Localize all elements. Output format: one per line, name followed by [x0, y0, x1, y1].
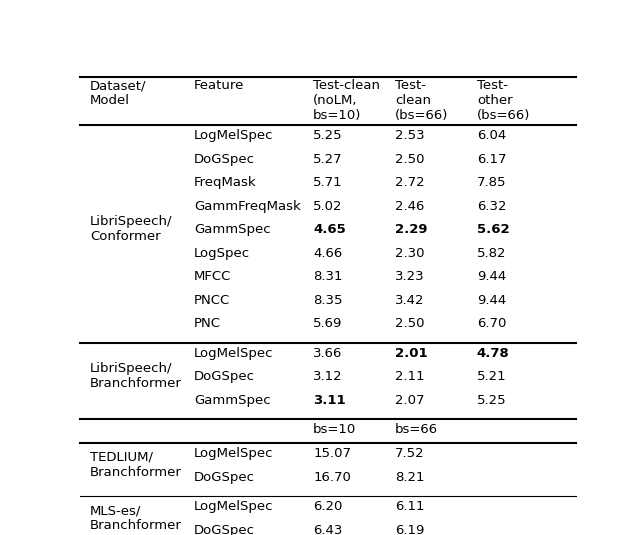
- Text: 5.02: 5.02: [313, 200, 342, 213]
- Text: DoGSpec: DoGSpec: [194, 153, 255, 166]
- Text: bs=10: bs=10: [313, 423, 356, 437]
- Text: GammSpec: GammSpec: [194, 394, 271, 407]
- Text: DoGSpec: DoGSpec: [194, 524, 255, 535]
- Text: 5.69: 5.69: [313, 317, 342, 330]
- Text: 2.72: 2.72: [395, 176, 424, 189]
- Text: 16.70: 16.70: [313, 471, 351, 484]
- Text: 5.82: 5.82: [477, 247, 506, 259]
- Text: 15.07: 15.07: [313, 447, 351, 460]
- Text: 2.53: 2.53: [395, 129, 424, 142]
- Text: bs=66: bs=66: [395, 423, 438, 437]
- Text: LogSpec: LogSpec: [194, 247, 250, 259]
- Text: 5.27: 5.27: [313, 153, 343, 166]
- Text: 6.11: 6.11: [395, 500, 424, 514]
- Text: 8.21: 8.21: [395, 471, 424, 484]
- Text: 4.78: 4.78: [477, 347, 509, 360]
- Text: PNC: PNC: [194, 317, 221, 330]
- Text: LogMelSpec: LogMelSpec: [194, 347, 273, 360]
- Text: Test-
other
(bs=66): Test- other (bs=66): [477, 79, 530, 122]
- Text: 2.07: 2.07: [395, 394, 424, 407]
- Text: 2.01: 2.01: [395, 347, 428, 360]
- Text: FreqMask: FreqMask: [194, 176, 257, 189]
- Text: DoGSpec: DoGSpec: [194, 370, 255, 383]
- Text: 2.11: 2.11: [395, 370, 424, 383]
- Text: 9.44: 9.44: [477, 270, 506, 283]
- Text: 3.11: 3.11: [313, 394, 346, 407]
- Text: 6.17: 6.17: [477, 153, 506, 166]
- Text: 8.31: 8.31: [313, 270, 342, 283]
- Text: 6.19: 6.19: [395, 524, 424, 535]
- Text: 6.20: 6.20: [313, 500, 342, 514]
- Text: 7.52: 7.52: [395, 447, 424, 460]
- Text: 4.66: 4.66: [313, 247, 342, 259]
- Text: 5.62: 5.62: [477, 223, 509, 236]
- Text: 6.32: 6.32: [477, 200, 506, 213]
- Text: 3.23: 3.23: [395, 270, 424, 283]
- Text: 3.42: 3.42: [395, 294, 424, 307]
- Text: DoGSpec: DoGSpec: [194, 471, 255, 484]
- Text: 8.35: 8.35: [313, 294, 342, 307]
- Text: PNCC: PNCC: [194, 294, 230, 307]
- Text: TEDLIUM/
Branchformer: TEDLIUM/ Branchformer: [90, 451, 182, 479]
- Text: Test-clean
(noLM,
bs=10): Test-clean (noLM, bs=10): [313, 79, 380, 122]
- Text: LibriSpeech/
Conformer: LibriSpeech/ Conformer: [90, 215, 172, 243]
- Text: 5.25: 5.25: [477, 394, 506, 407]
- Text: 5.25: 5.25: [313, 129, 343, 142]
- Text: 6.70: 6.70: [477, 317, 506, 330]
- Text: 3.66: 3.66: [313, 347, 342, 360]
- Text: 2.46: 2.46: [395, 200, 424, 213]
- Text: LogMelSpec: LogMelSpec: [194, 129, 273, 142]
- Text: 5.21: 5.21: [477, 370, 506, 383]
- Text: 3.12: 3.12: [313, 370, 343, 383]
- Text: 5.71: 5.71: [313, 176, 343, 189]
- Text: Test-
clean
(bs=66): Test- clean (bs=66): [395, 79, 449, 122]
- Text: 6.04: 6.04: [477, 129, 506, 142]
- Text: 2.50: 2.50: [395, 153, 424, 166]
- Text: 2.29: 2.29: [395, 223, 428, 236]
- Text: LogMelSpec: LogMelSpec: [194, 447, 273, 460]
- Text: 4.65: 4.65: [313, 223, 346, 236]
- Text: 7.85: 7.85: [477, 176, 506, 189]
- Text: 6.43: 6.43: [313, 524, 342, 535]
- Text: 9.44: 9.44: [477, 294, 506, 307]
- Text: Dataset/
Model: Dataset/ Model: [90, 79, 147, 107]
- Text: Feature: Feature: [194, 79, 244, 92]
- Text: LogMelSpec: LogMelSpec: [194, 500, 273, 514]
- Text: MFCC: MFCC: [194, 270, 232, 283]
- Text: GammFreqMask: GammFreqMask: [194, 200, 301, 213]
- Text: LibriSpeech/
Branchformer: LibriSpeech/ Branchformer: [90, 362, 182, 390]
- Text: 2.50: 2.50: [395, 317, 424, 330]
- Text: MLS-es/
Branchformer: MLS-es/ Branchformer: [90, 504, 182, 532]
- Text: GammSpec: GammSpec: [194, 223, 271, 236]
- Text: 2.30: 2.30: [395, 247, 424, 259]
